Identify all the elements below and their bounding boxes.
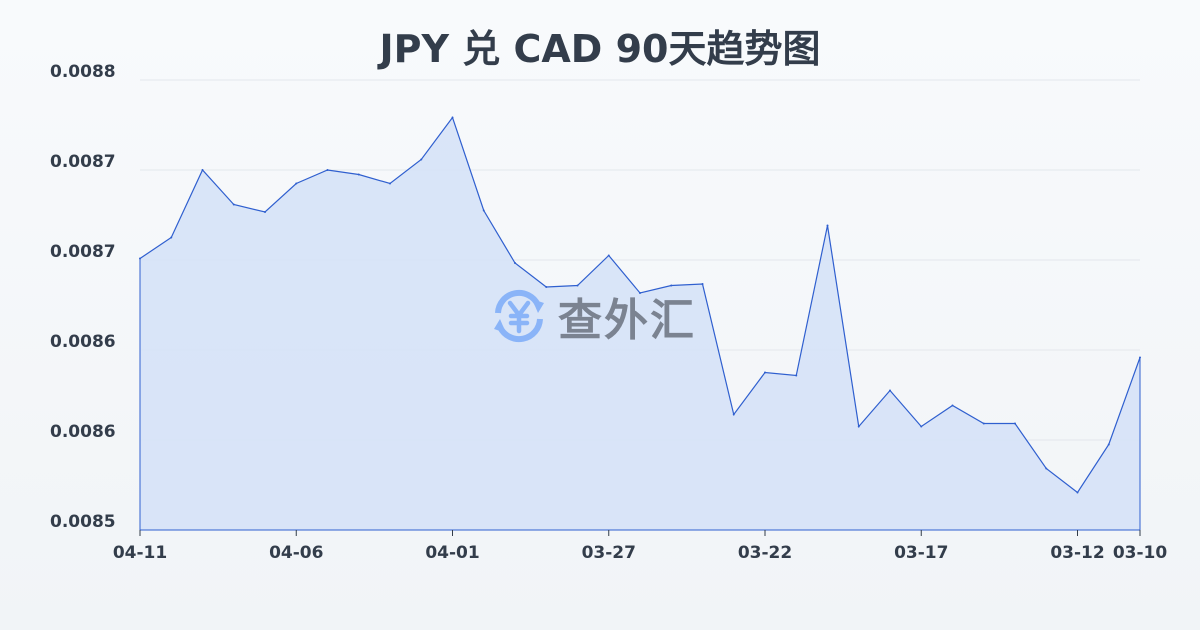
data-point: [357, 173, 360, 176]
data-point: [232, 203, 235, 206]
data-point: [951, 404, 954, 407]
data-point: [795, 374, 798, 377]
y-tick-label: 0.0087: [50, 242, 116, 262]
data-point: [607, 254, 610, 257]
data-point: [889, 389, 891, 392]
x-tick-label: 04-11: [113, 543, 167, 563]
y-tick-label: 0.0088: [50, 62, 116, 82]
chart-title: JPY 兑 CAD 90天趋势图: [379, 27, 821, 71]
y-tick-label: 0.0085: [50, 512, 116, 532]
x-tick-label: 03-12: [1050, 543, 1104, 563]
y-tick-label: 0.0086: [50, 332, 116, 352]
x-tick-label: 03-27: [582, 543, 636, 563]
data-point: [920, 425, 923, 428]
area-fill: [140, 117, 1140, 530]
data-point: [1014, 422, 1016, 425]
y-tick-label: 0.0087: [50, 152, 116, 172]
data-point: [264, 211, 266, 213]
x-tick-label: 04-06: [269, 543, 323, 563]
data-point: [326, 169, 329, 171]
y-tick-label: 0.0086: [50, 422, 116, 442]
data-point: [764, 371, 766, 374]
x-tick-label: 03-17: [894, 543, 948, 563]
data-point: [982, 422, 985, 425]
yen-exchange-icon: [494, 289, 544, 343]
data-point: [295, 182, 298, 185]
data-point: [1139, 356, 1141, 359]
data-point: [639, 292, 641, 294]
data-point: [1107, 443, 1110, 446]
x-tick-label: 03-10: [1113, 543, 1168, 563]
data-point: [1045, 467, 1048, 470]
data-point: [826, 224, 829, 227]
watermark-text: 查外汇: [558, 295, 696, 346]
data-point: [514, 262, 516, 264]
data-point: [451, 116, 454, 119]
x-tick-label: 03-22: [738, 543, 792, 563]
data-point: [482, 209, 485, 212]
data-point: [201, 169, 204, 171]
data-point: [732, 413, 735, 416]
data-point: [420, 158, 423, 161]
watermark: 查外汇: [488, 284, 696, 348]
data-point: [1076, 491, 1079, 494]
data-point: [139, 257, 141, 260]
data-point: [857, 425, 860, 428]
data-point: [389, 182, 391, 185]
x-tick-label: 04-01: [425, 543, 479, 563]
data-point: [545, 286, 548, 288]
data-point: [576, 284, 579, 287]
data-point: [170, 236, 173, 239]
data-point: [670, 284, 673, 287]
data-point: [701, 283, 704, 285]
